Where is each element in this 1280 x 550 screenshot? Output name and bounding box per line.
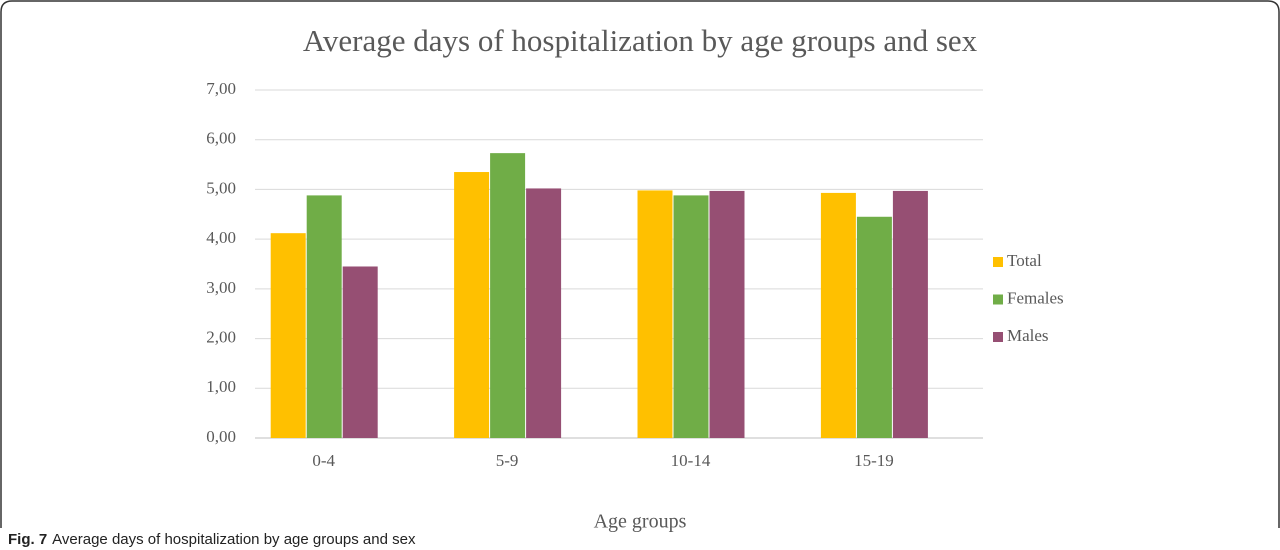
- legend-swatch: [993, 332, 1003, 342]
- bar: [856, 216, 892, 438]
- bar: [490, 153, 526, 438]
- caption-label: Fig. 7: [8, 531, 47, 548]
- legend-label: Males: [1007, 326, 1049, 345]
- y-tick-label: 0,00: [206, 427, 236, 446]
- x-tick-label: 5-9: [496, 451, 519, 470]
- y-tick-label: 2,00: [206, 327, 236, 346]
- caption-text: Average days of hospitalization by age g…: [52, 531, 416, 548]
- x-tick-label: 0-4: [312, 451, 335, 470]
- bar: [637, 190, 673, 438]
- y-tick-label: 6,00: [206, 129, 236, 148]
- x-tick-label: 10-14: [671, 451, 711, 470]
- bar: [342, 266, 378, 438]
- frame: [0, 0, 1280, 528]
- y-tick-label: 5,00: [206, 178, 236, 197]
- caption: Fig. 7 Average days of hospitalization by…: [8, 531, 416, 548]
- bar: [892, 190, 928, 438]
- legend-swatch: [993, 257, 1003, 267]
- chart-title: Average days of hospitalization by age g…: [303, 23, 978, 58]
- y-tick-label: 1,00: [206, 377, 236, 396]
- legend-swatch: [993, 294, 1003, 305]
- bar: [820, 192, 856, 438]
- legend-label: Females: [1007, 288, 1064, 307]
- y-tick-label: 4,00: [206, 228, 236, 247]
- legend-label: Total: [1007, 251, 1042, 270]
- bar: [306, 195, 342, 438]
- bar: [270, 233, 306, 438]
- y-tick-label: 3,00: [206, 278, 236, 297]
- bar: [709, 190, 745, 438]
- x-axis-title: Age groups: [594, 511, 687, 533]
- x-tick-label: 15-19: [854, 451, 894, 470]
- bar: [454, 172, 490, 438]
- y-tick-label: 7,00: [206, 79, 236, 98]
- bar: [526, 188, 562, 438]
- bar: [673, 195, 709, 438]
